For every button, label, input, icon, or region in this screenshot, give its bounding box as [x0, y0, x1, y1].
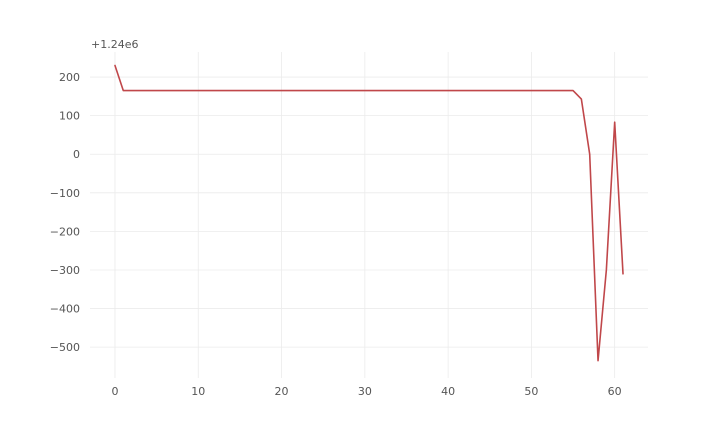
- x-tick-label: 0: [111, 385, 118, 398]
- x-tick-label: 50: [524, 385, 538, 398]
- x-tick-label: 40: [441, 385, 455, 398]
- series-line-0: [114, 64, 624, 362]
- y-tick-label: −500: [50, 341, 80, 354]
- grid: [90, 52, 648, 378]
- y-tick-label: 0: [73, 148, 80, 161]
- y-offset-label: +1.24e6: [91, 38, 138, 51]
- x-tick-label: 10: [191, 385, 205, 398]
- y-tick-label: −100: [50, 187, 80, 200]
- y-tick-label: −400: [50, 303, 80, 316]
- y-tick-label: 200: [59, 71, 80, 84]
- x-tick-label: 60: [608, 385, 622, 398]
- y-tick-label: −200: [50, 225, 80, 238]
- x-tick-label: 20: [275, 385, 289, 398]
- y-tick-label: 100: [59, 110, 80, 123]
- x-tick-label: 30: [358, 385, 372, 398]
- y-tick-label: −300: [50, 264, 80, 277]
- series-layer: [114, 64, 624, 362]
- tick-labels: 0 10 20 30 40 50 60 200 100 0 −100 −200 −300 −400 −500: [50, 71, 622, 398]
